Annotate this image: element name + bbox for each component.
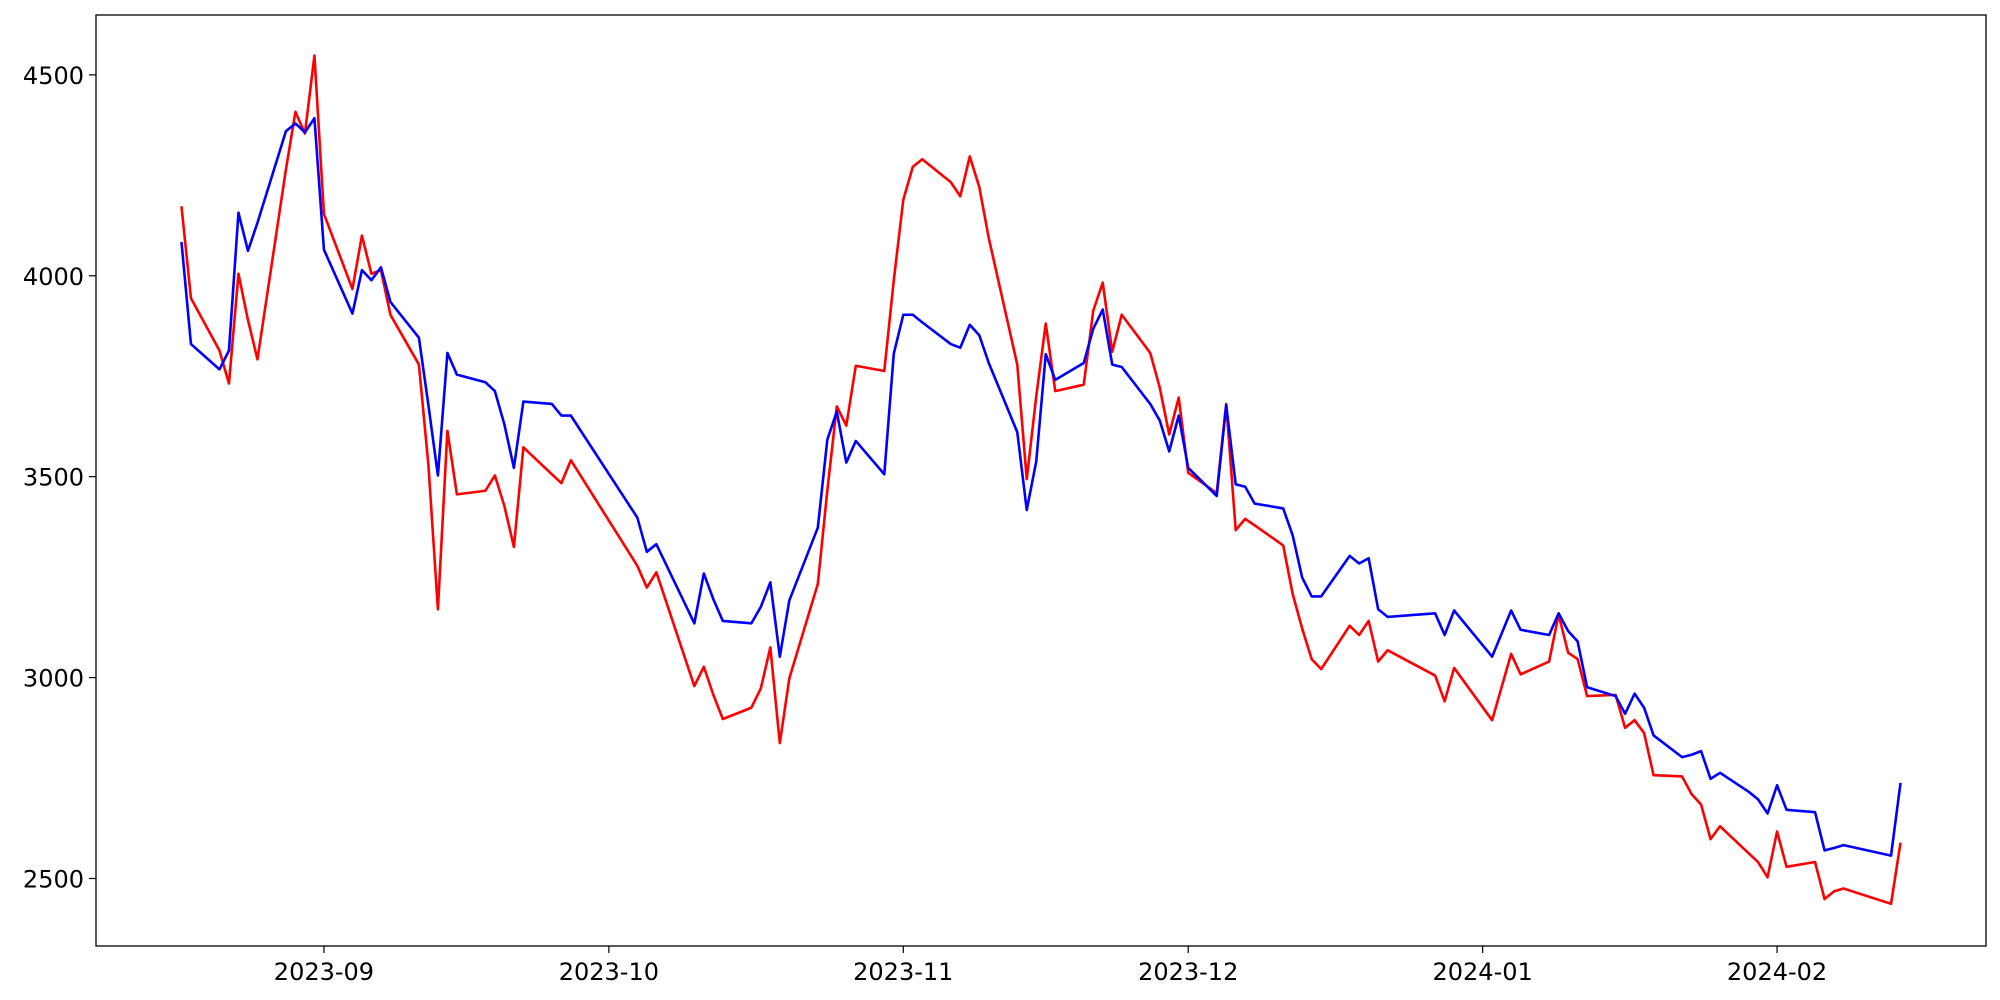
y-tick-label: 2500: [23, 865, 84, 893]
y-tick-label: 3000: [23, 665, 84, 693]
y-tick-label: 4000: [23, 263, 84, 291]
plot-frame: [95, 14, 1987, 947]
x-tick-label: 2024-02: [1727, 958, 1827, 986]
data-line: [180, 54, 1902, 906]
x-tick-label: 2024-01: [1432, 958, 1532, 986]
x-tick-label: 2023-09: [274, 958, 374, 986]
x-tick-label: 2023-10: [559, 958, 659, 986]
data-line: [180, 116, 1902, 857]
y-tick-label: 3500: [23, 464, 84, 492]
y-tick-label: 4500: [23, 62, 84, 90]
x-tick-label: 2023-12: [1138, 958, 1238, 986]
x-tick-label: 2023-11: [853, 958, 953, 986]
